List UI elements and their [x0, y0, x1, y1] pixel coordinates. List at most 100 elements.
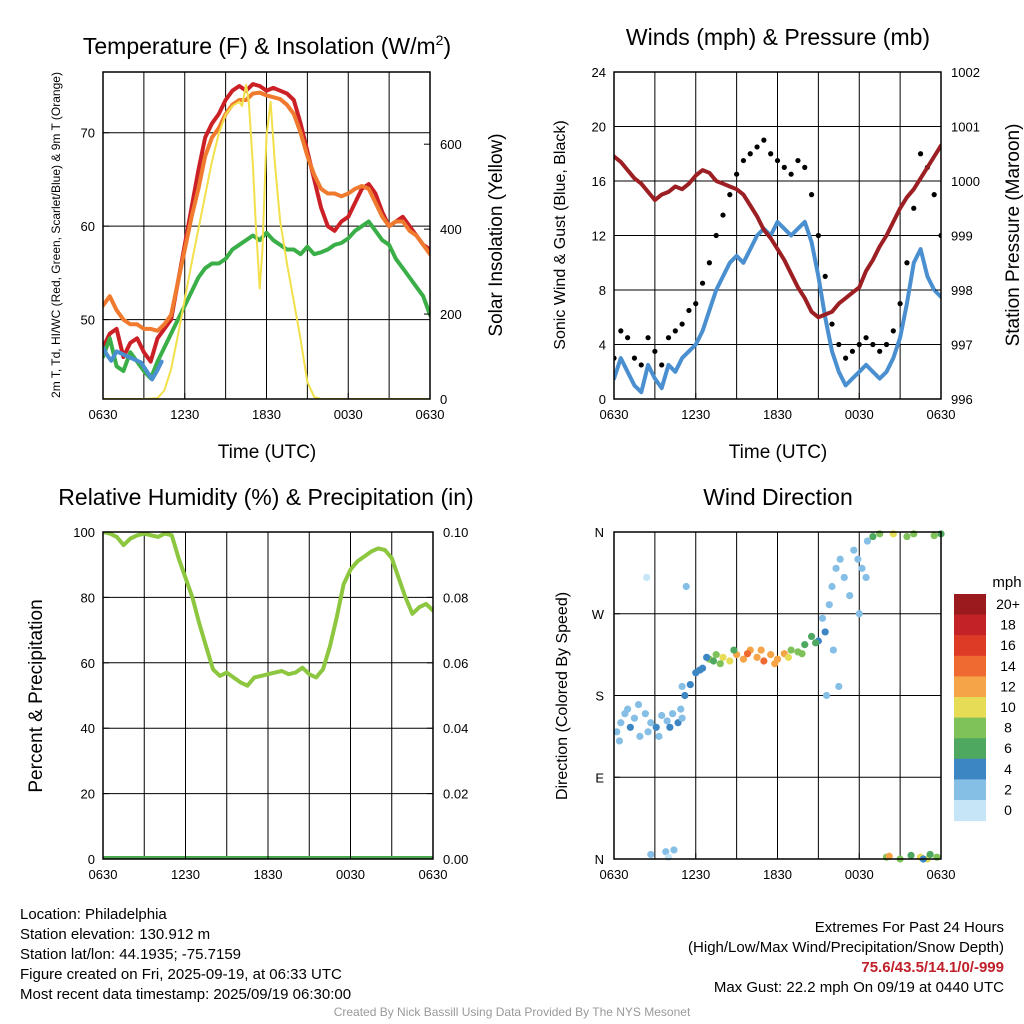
y-tick-label: 0: [88, 852, 95, 867]
direction-point: [822, 691, 831, 700]
x-tick-label: 1830: [252, 407, 281, 422]
wind-series: [614, 137, 941, 395]
gust-point: [863, 335, 869, 341]
panel-humidity: Relative Humidity (%) & Precipitation (i…: [26, 484, 474, 882]
direction-point: [869, 532, 877, 541]
gust-point: [638, 362, 644, 368]
x-tick-label: 0030: [845, 867, 874, 882]
rh-grid: [103, 532, 433, 859]
gust-point: [897, 301, 903, 307]
gust-point: [740, 157, 747, 164]
temp-series: [103, 82, 430, 399]
gust-point: [788, 171, 794, 177]
direction-point: [835, 682, 843, 691]
temp-title: Temperature (F) & Insolation (W/m2): [83, 32, 451, 59]
gust-point: [693, 301, 699, 307]
x-tick-label: 0630: [927, 407, 956, 422]
direction-point: [643, 573, 651, 582]
direction-point: [709, 657, 718, 665]
y-tick-label: 40: [81, 721, 95, 736]
direction-point: [644, 728, 652, 736]
direction-point: [663, 717, 671, 725]
y-tick-label: W: [592, 607, 605, 622]
latlon-text: Station lat/lon: 44.1935; -75.7159: [20, 946, 242, 963]
direction-point: [885, 852, 893, 860]
dir-points: [613, 530, 945, 863]
y-tick-label: N: [595, 525, 604, 540]
max-gust-text: Max Gust: 22.2 mph On 09/19 at 0440 UTC: [713, 979, 1004, 996]
gust-point: [774, 157, 781, 164]
direction-point: [757, 646, 765, 654]
colorbar-swatch: [954, 800, 986, 822]
direction-point: [907, 851, 915, 859]
gust-point: [883, 341, 890, 348]
colorbar-label: 4: [1004, 761, 1012, 777]
y-tick-label: 20: [592, 120, 606, 135]
y-tick-label-right: 1001: [951, 120, 980, 135]
x-tick-label: 0030: [336, 867, 365, 882]
colorbar-swatch: [954, 738, 986, 760]
extremes-title: Extremes For Past 24 Hours: [814, 919, 1004, 936]
gust-point: [768, 151, 774, 157]
direction-point: [858, 564, 866, 572]
rh-title: Relative Humidity (%) & Precipitation (i…: [58, 484, 473, 510]
y-tick-label-right: 600: [440, 137, 462, 152]
y-tick-label-right: 1000: [951, 174, 980, 189]
y-tick-label-right: 996: [951, 392, 973, 407]
direction-point: [617, 719, 625, 727]
direction-point: [670, 846, 678, 854]
x-tick-label: 1230: [681, 407, 710, 422]
direction-point: [846, 591, 854, 600]
direction-point: [636, 732, 644, 740]
y-tick-label-right: 0.06: [443, 656, 468, 671]
direction-point: [903, 532, 911, 541]
direction-point: [730, 646, 738, 654]
gust-point: [618, 328, 624, 334]
y-tick-label-right: 0.00: [443, 852, 468, 867]
colorbar-label: 2: [1004, 781, 1012, 797]
colorbar-swatch: [954, 779, 986, 801]
gust-point: [802, 164, 808, 170]
colorbar-swatch: [954, 676, 986, 698]
colorbar-label: 10: [1000, 699, 1016, 715]
y-tick-label-right: 998: [951, 283, 973, 298]
direction-point: [716, 660, 724, 668]
rh-ticks: 0630 1230 1830 0030 06300204060801000.000.02…: [73, 525, 468, 882]
direction-point: [836, 555, 844, 563]
gust-point: [631, 355, 638, 361]
gust-point: [849, 348, 856, 354]
gust-point: [672, 328, 678, 334]
gust-point: [713, 232, 719, 239]
y-tick-label: 60: [81, 656, 95, 671]
direction-point: [668, 710, 677, 718]
gust-point: [781, 164, 787, 170]
y-tick-label: 60: [81, 219, 95, 234]
direction-point: [798, 650, 806, 658]
direction-point: [630, 714, 639, 722]
y-tick-label-right: 0.10: [443, 525, 468, 540]
direction-point: [767, 651, 775, 659]
gust-point: [665, 335, 672, 341]
gust-point: [815, 232, 821, 239]
x-tick-label: 1830: [763, 407, 792, 422]
direction-point: [771, 660, 779, 668]
gust-point: [706, 260, 712, 266]
panel-winds: Winds (mph) & Pressure (mb) 0630 1230 1830…: [552, 24, 1024, 463]
gust-point: [761, 137, 767, 143]
colorbar-label: 18: [1000, 617, 1016, 633]
gust-point: [625, 335, 631, 341]
recent-timestamp-text: Most recent data timestamp: 2025/09/19 0…: [20, 986, 352, 1003]
direction-point: [666, 723, 674, 731]
gust-point: [870, 341, 876, 348]
x-tick-label: 1230: [170, 407, 199, 422]
gust-point: [734, 171, 740, 177]
gust-point: [917, 151, 924, 157]
direction-point: [703, 653, 711, 661]
colorbar-label: 0: [1004, 802, 1012, 818]
direction-point: [696, 666, 704, 674]
direction-point: [626, 723, 634, 731]
gust-point: [890, 328, 896, 334]
colorbar-label: 16: [1000, 637, 1016, 653]
direction-point: [784, 653, 793, 661]
direction-point: [850, 546, 858, 554]
